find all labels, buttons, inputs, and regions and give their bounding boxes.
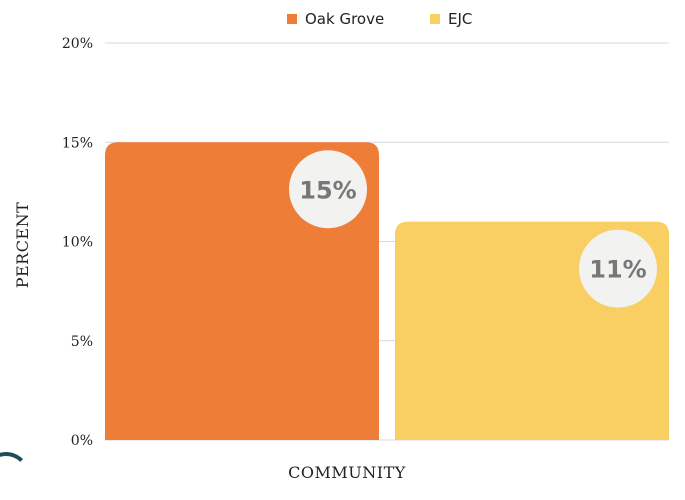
legend-swatch <box>287 14 297 24</box>
y-tick-label: 5% <box>71 334 93 350</box>
y-tick-label: 15% <box>62 135 93 151</box>
x-axis-title: COMMUNITY <box>288 463 406 482</box>
legend-label: EJC <box>448 10 472 28</box>
y-tick-label: 0% <box>71 433 93 449</box>
y-axis-title: PERCENT <box>13 202 32 289</box>
y-tick-label: 10% <box>62 235 93 251</box>
y-tick-label: 20% <box>62 36 93 52</box>
bar-chart: 0% 5% 10% 15% 20% 15% 11% Oak Grove EJC COMMUN… <box>13 10 669 482</box>
value-labels: 15% 11% <box>289 150 657 308</box>
legend-label: Oak Grove <box>305 10 384 28</box>
legend-swatch <box>430 14 440 24</box>
bars <box>105 142 669 440</box>
value-label: 11% <box>589 256 646 284</box>
value-bubble <box>289 150 367 229</box>
y-axis-ticks: 0% 5% 10% 15% 20% <box>62 36 93 449</box>
corner-accent <box>0 452 30 500</box>
value-bubble <box>579 229 657 308</box>
legend: Oak Grove EJC <box>287 10 472 28</box>
value-label: 15% <box>299 176 356 204</box>
